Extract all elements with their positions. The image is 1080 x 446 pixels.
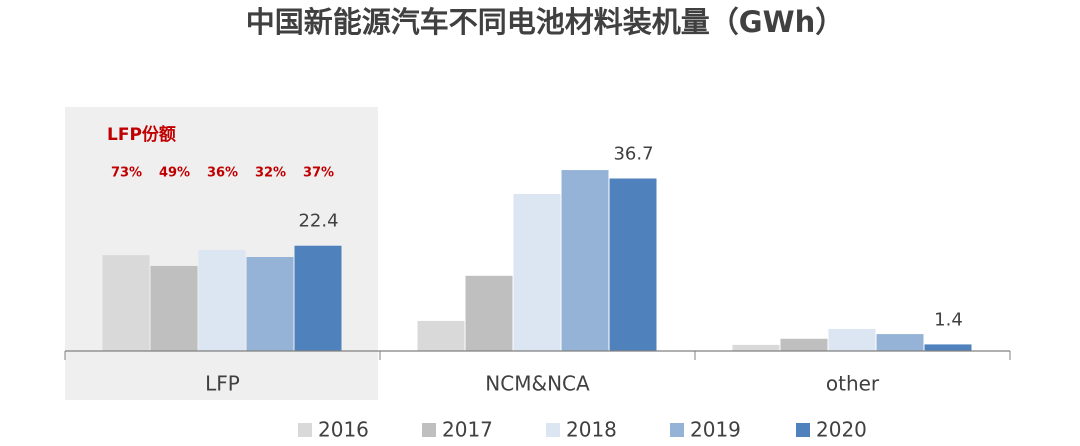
legend-swatch xyxy=(670,423,684,437)
annotation-label: 73% xyxy=(111,166,142,181)
annotation-label: 37% xyxy=(303,166,334,181)
bar xyxy=(465,275,513,351)
legend-label: 2017 xyxy=(442,418,493,442)
bar xyxy=(102,255,150,351)
legend-label: 2020 xyxy=(816,418,867,442)
legend-label: 2016 xyxy=(318,418,369,442)
chart-title: 中国新能源汽车不同电池材料装机量（GWh） xyxy=(246,5,844,39)
x-tick-label: NCM&NCA xyxy=(485,372,590,396)
bar xyxy=(876,334,924,351)
legend-swatch xyxy=(796,423,810,437)
bar xyxy=(780,338,828,351)
bar xyxy=(513,194,561,351)
bar xyxy=(609,178,657,351)
legend-swatch xyxy=(422,423,436,437)
annotation-label: 49% xyxy=(159,166,190,181)
legend-label: 2019 xyxy=(690,418,741,442)
annotation-title: LFP份额 xyxy=(107,124,176,145)
bar xyxy=(924,344,972,351)
bar xyxy=(417,320,465,351)
legend-swatch xyxy=(298,423,312,437)
bar xyxy=(150,265,198,351)
bar xyxy=(246,257,294,351)
x-tick-label: LFP xyxy=(205,372,240,396)
legend-label: 2018 xyxy=(566,418,617,442)
bar xyxy=(198,249,246,351)
x-tick-label: other xyxy=(826,372,880,396)
bar xyxy=(294,245,342,351)
annotation-label: 32% xyxy=(255,166,286,181)
bar xyxy=(828,328,876,351)
legend-swatch xyxy=(546,423,560,437)
data-label: 1.4 xyxy=(934,309,963,330)
data-label: 22.4 xyxy=(298,211,338,232)
data-label: 36.7 xyxy=(613,144,653,165)
bar xyxy=(732,344,780,351)
bar xyxy=(561,170,609,351)
annotation-label: 36% xyxy=(207,166,238,181)
